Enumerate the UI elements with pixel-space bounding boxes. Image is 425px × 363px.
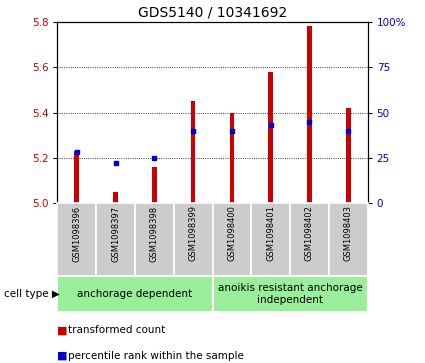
Bar <box>230 113 234 203</box>
Bar <box>74 151 79 203</box>
Text: GSM1098401: GSM1098401 <box>266 205 275 261</box>
Bar <box>251 203 290 276</box>
Bar <box>212 203 251 276</box>
Bar <box>191 101 196 203</box>
Bar <box>135 203 174 276</box>
Point <box>306 119 313 125</box>
Bar <box>57 276 212 312</box>
Text: GSM1098397: GSM1098397 <box>111 205 120 262</box>
Point <box>229 128 235 134</box>
Bar <box>96 203 135 276</box>
Title: GDS5140 / 10341692: GDS5140 / 10341692 <box>138 5 287 19</box>
Bar <box>346 108 351 203</box>
Bar <box>152 167 157 203</box>
Bar <box>57 203 96 276</box>
Text: ■: ■ <box>57 325 68 335</box>
Point <box>151 155 158 161</box>
Text: GSM1098402: GSM1098402 <box>305 205 314 261</box>
Point <box>190 128 196 134</box>
Bar <box>212 276 368 312</box>
Text: anchorage dependent: anchorage dependent <box>77 289 193 299</box>
Text: GSM1098398: GSM1098398 <box>150 205 159 262</box>
Bar <box>329 203 368 276</box>
Point <box>112 160 119 166</box>
Text: transformed count: transformed count <box>68 325 165 335</box>
Bar <box>268 72 273 203</box>
Bar <box>307 26 312 203</box>
Text: GSM1098396: GSM1098396 <box>72 205 81 262</box>
Text: anoikis resistant anchorage
independent: anoikis resistant anchorage independent <box>218 283 363 305</box>
Bar <box>113 192 118 203</box>
Point <box>345 128 351 134</box>
Text: percentile rank within the sample: percentile rank within the sample <box>68 351 244 361</box>
Point <box>267 122 274 128</box>
Text: cell type ▶: cell type ▶ <box>4 289 60 299</box>
Bar <box>290 203 329 276</box>
Text: GSM1098403: GSM1098403 <box>344 205 353 261</box>
Text: GSM1098400: GSM1098400 <box>227 205 236 261</box>
Bar <box>174 203 212 276</box>
Point <box>74 150 80 155</box>
Text: ■: ■ <box>57 351 68 361</box>
Text: GSM1098399: GSM1098399 <box>189 205 198 261</box>
